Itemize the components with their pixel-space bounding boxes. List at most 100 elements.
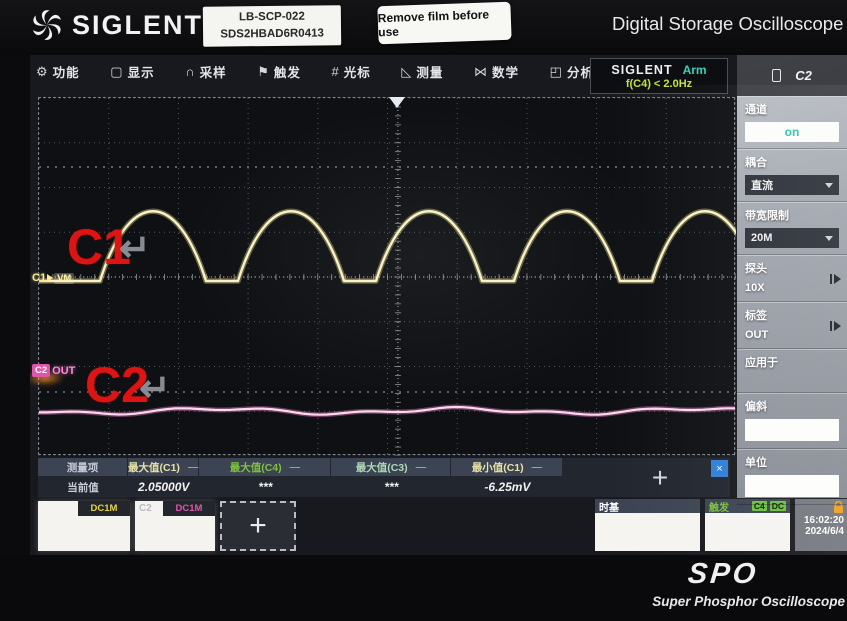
section-bwlimit: 带宽限制 20M: [737, 202, 847, 255]
serial-line1: LB-SCP-022: [238, 10, 305, 24]
add-channel-button[interactable]: +: [220, 501, 296, 551]
measure-icon: ◺: [401, 64, 412, 79]
analysis-icon: ◰: [549, 64, 562, 79]
cursor-icon: #: [331, 64, 339, 79]
lock-icon: [834, 501, 843, 513]
measurement-2: 最大值(C4) — ***: [199, 458, 331, 497]
section-coupling: 耦合 直流: [737, 149, 847, 202]
clock-date: 2024/6/4: [805, 526, 844, 537]
channel1-position-marker[interactable]: C1 VM: [32, 272, 75, 284]
label-expand-button[interactable]: [830, 320, 841, 331]
channel1-marker-arrow-icon: [47, 274, 54, 282]
section-unit: 单位: [737, 449, 847, 505]
unit-input[interactable]: [745, 475, 839, 497]
expand-icon: [830, 320, 832, 331]
trigger-position-marker[interactable]: [388, 97, 405, 108]
label-label: 标签: [745, 310, 767, 322]
badge-brand: SIGLENT: [611, 62, 673, 77]
bwlimit-label: 带宽限制: [745, 210, 789, 222]
serial-line2: SDS2HBAD6R0413: [220, 27, 324, 41]
spo-logo: SPO: [686, 558, 760, 590]
add-measurement-button[interactable]: +: [651, 461, 669, 493]
collapse-measurement-button[interactable]: —: [531, 461, 543, 473]
channel2-marker-text: C2: [32, 364, 51, 377]
section-skew: 偏斜: [737, 393, 847, 449]
collapse-measurement-button[interactable]: —: [289, 461, 301, 473]
current-value-label: 当前值: [67, 481, 99, 494]
menu-item-label: 分析: [566, 66, 594, 80]
trigger-box[interactable]: 触发 C4 DC: [705, 499, 790, 551]
brand-name: SIGLENT: [72, 9, 204, 40]
probe-expand-button[interactable]: [830, 273, 841, 284]
menu-item-measure[interactable]: ◺ 测量: [401, 62, 443, 81]
math-icon: ⋈: [474, 64, 488, 79]
timebase-box[interactable]: 时基: [595, 499, 700, 551]
menu-item-display[interactable]: ▢ 显示: [110, 62, 154, 81]
channel-menu-sidebar: C2 通道 on 耦合 直流 带宽限制 20M 探头 10X: [737, 55, 847, 505]
measurement-1: 最大值(C1) — 2.05000V: [128, 458, 199, 497]
menu-item-label: 采样: [199, 66, 227, 80]
channel2-trace: [39, 405, 735, 416]
measurement-value: ***: [384, 480, 399, 494]
bottom-status-bar: DC1M C2 DC1M + 时基 触发 C4 DC 16:02:20: [38, 499, 847, 552]
menu-item-label: 显示: [127, 66, 155, 80]
measurement-header: 最小值(C1) —: [451, 458, 563, 476]
acquisition-status-badge[interactable]: SIGLENT Arm f(C4) < 2.0Hz: [590, 58, 728, 94]
channel-on-toggle[interactable]: on: [745, 122, 839, 142]
expand-icon: [834, 273, 841, 284]
menu-bar: ⚙ 功能 ▢ 显示 ∩ 采样 ⚑ 触发 # 光标 ◺ 测量 ⋈ 数学 ◰ 分析: [36, 62, 594, 81]
unit-label: 单位: [745, 457, 767, 469]
waveform-traces: [39, 166, 736, 418]
ch1-coupling-badge: DC1M: [78, 501, 130, 516]
menu-item-label: 数学: [492, 66, 520, 80]
chevron-down-icon: [825, 235, 833, 241]
gear-icon: ⚙: [36, 64, 48, 79]
section-probe: 探头 10X: [737, 255, 847, 302]
channel2-position-marker[interactable]: C2 OUT: [32, 364, 75, 377]
serial-sticker: LB-SCP-022 SDS2HBAD6R0413: [202, 5, 342, 47]
trigger-coupling-badge: DC: [769, 501, 786, 511]
acquire-icon: ∩: [185, 64, 195, 79]
channel1-info-box[interactable]: DC1M: [38, 501, 130, 551]
top-bezel: SIGLENT LB-SCP-022 SDS2HBAD6R0413 Remove…: [0, 0, 847, 55]
measurement-value: -6.25mV: [484, 480, 531, 494]
section-channel: 通道 on: [737, 96, 847, 149]
trigger-flag-icon: ⚑: [257, 64, 269, 79]
bwlimit-value: 20M: [751, 232, 773, 244]
measurement-value: 2.05000V: [138, 480, 190, 494]
datetime-box: 16:02:20 2024/6/4: [795, 499, 847, 551]
measurement-label: 最大值(C1): [128, 461, 180, 474]
trigger-source-badge: C4: [751, 501, 767, 511]
channel1-marker-text: C1: [32, 272, 47, 284]
waveform-graticule: C1 VM C2 OUT C1 ↵ C2 ↵: [30, 97, 736, 456]
section-label: 标签 OUT: [737, 302, 847, 349]
annotation-c1-arrow-icon: ↵: [119, 228, 151, 270]
label-value: OUT: [745, 329, 769, 341]
collapse-measurement-button[interactable]: —: [415, 461, 427, 473]
display-icon: ▢: [110, 64, 123, 79]
bwlimit-select[interactable]: 20M: [745, 228, 839, 248]
menu-item-acquire[interactable]: ∩ 采样: [185, 62, 226, 81]
sidebar-channel-name: C2: [795, 68, 812, 83]
film-sticker: Remove film before use: [377, 1, 512, 45]
menu-item-utility[interactable]: ⚙ 功能: [36, 62, 80, 81]
measurement-label: 最大值(C4): [229, 461, 282, 474]
coupling-label: 耦合: [745, 157, 767, 169]
menu-item-trigger[interactable]: ⚑ 触发: [257, 62, 301, 81]
measurement-header: 最大值(C3) —: [331, 458, 451, 476]
trigger-label: 触发: [709, 502, 729, 514]
coupling-select[interactable]: 直流: [745, 175, 839, 195]
menu-item-label: 测量: [416, 66, 444, 80]
annotation-c2: C2: [85, 357, 149, 413]
menu-item-cursors[interactable]: # 光标: [332, 62, 371, 81]
menu-item-analysis[interactable]: ◰ 分析: [550, 62, 594, 81]
skew-input[interactable]: [745, 419, 839, 441]
channel2-custom-label: OUT: [52, 364, 76, 377]
measurement-value: ***: [258, 480, 273, 494]
lcd-screen: ⚙ 功能 ▢ 显示 ∩ 采样 ⚑ 触发 # 光标 ◺ 测量 ⋈ 数学 ◰ 分析 SIGLENT Arm f(C…: [30, 55, 847, 555]
close-measurements-button[interactable]: ×: [711, 460, 728, 477]
collapse-measurement-button[interactable]: —: [187, 461, 199, 473]
menu-item-math[interactable]: ⋈ 数学: [474, 62, 519, 81]
channel2-info-box[interactable]: C2 DC1M: [135, 501, 215, 551]
measurement-3: 最大值(C3) — ***: [331, 458, 451, 497]
